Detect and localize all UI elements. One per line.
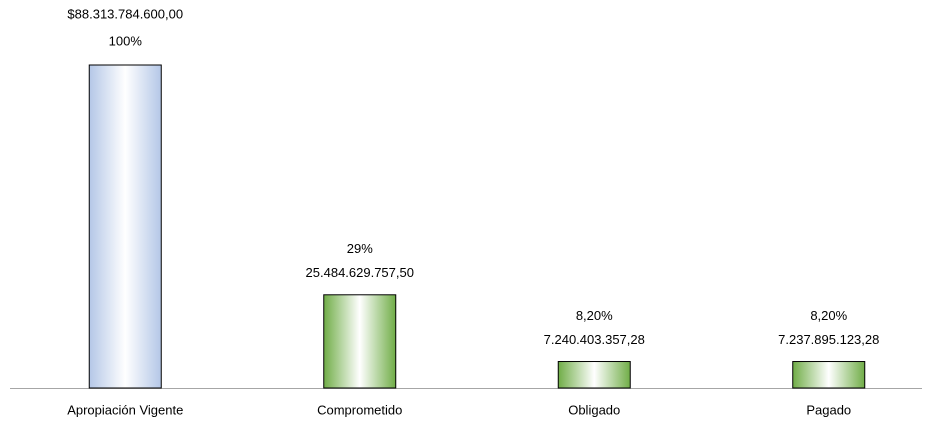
data-label: 25.484.629.757,50 — [306, 265, 414, 280]
x-tick-label: Comprometido — [317, 402, 402, 417]
x-tick-label: Pagado — [806, 402, 851, 417]
data-label: 7.237.895.123,28 — [778, 332, 879, 347]
x-tick-label: Obligado — [568, 402, 620, 417]
data-label: $88.313.784.600,00 — [67, 6, 183, 21]
bar — [557, 361, 631, 389]
x-tick-label: Apropiación Vigente — [67, 402, 183, 417]
bar — [323, 294, 397, 389]
data-label: 29% — [347, 241, 373, 256]
bar — [792, 361, 866, 389]
data-label: 8,20% — [576, 308, 613, 323]
bar — [88, 64, 162, 389]
data-label: 8,20% — [810, 308, 847, 323]
data-label: 7.240.403.357,28 — [544, 332, 645, 347]
data-label: 100% — [109, 33, 143, 48]
